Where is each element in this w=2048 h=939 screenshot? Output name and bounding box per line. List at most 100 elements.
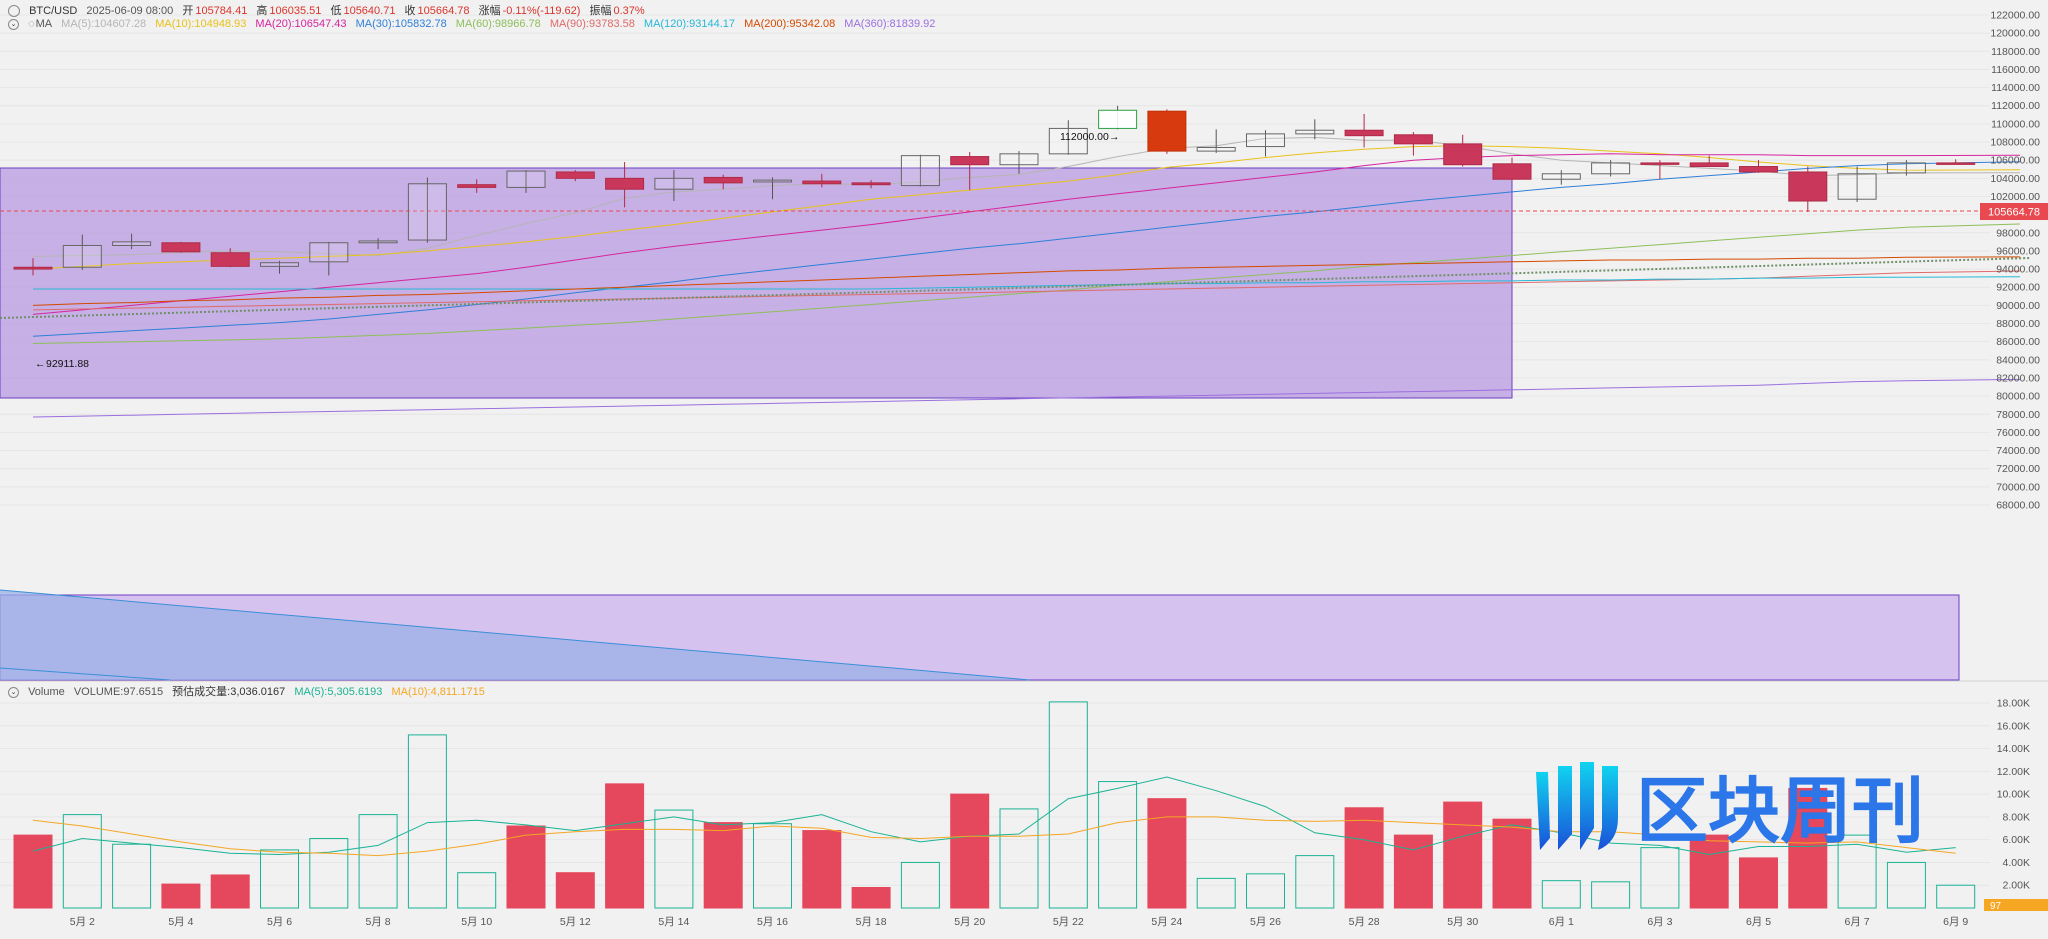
candle bbox=[1689, 155, 1729, 168]
candle bbox=[1147, 109, 1187, 154]
ma-line-ma120 bbox=[33, 276, 2021, 290]
candle-body bbox=[999, 153, 1039, 166]
close-label: 收 bbox=[404, 5, 416, 17]
candle-body bbox=[309, 242, 349, 263]
candle bbox=[900, 154, 940, 187]
high-annotation: 112000.00 bbox=[1060, 131, 1109, 143]
volume-bar bbox=[506, 825, 546, 909]
date-axis: 5月 2 5月 4 5月 6 5月 8 5月 10 5月 12 5月 14 5月 16 5月 1… bbox=[70, 916, 1969, 928]
date-tick-label: 5月 12 bbox=[560, 916, 591, 928]
volume-bar bbox=[802, 830, 842, 909]
volume-bar bbox=[161, 883, 201, 909]
ma-title: MA bbox=[35, 18, 53, 30]
high-annotation-arrow: → bbox=[1109, 131, 1120, 143]
price-tick-label: 108000.00 bbox=[1990, 137, 2040, 149]
candle bbox=[210, 248, 250, 268]
price-tick-label: 80000.00 bbox=[1996, 391, 2040, 403]
candle bbox=[851, 180, 891, 189]
date-tick-label: 5月 8 bbox=[366, 916, 391, 928]
chevron-down-icon[interactable]: ⌄ bbox=[8, 18, 19, 30]
price-tick-label: 72000.00 bbox=[1996, 463, 2040, 475]
collapse-icon[interactable] bbox=[8, 5, 20, 18]
candle-body bbox=[1246, 133, 1285, 148]
volume-tick-label: 2.00K bbox=[2003, 880, 2030, 892]
candle-body bbox=[1344, 129, 1384, 137]
candle bbox=[1443, 134, 1483, 167]
amp-value: 0.37% bbox=[613, 5, 645, 17]
candle bbox=[950, 152, 990, 191]
volume-bar bbox=[851, 887, 891, 909]
chevron-down-icon[interactable]: ⌄ bbox=[8, 686, 19, 698]
volume-badge-text: 97 bbox=[1990, 901, 2002, 912]
candle bbox=[654, 170, 694, 202]
price-tick-label: 122000.00 bbox=[1990, 10, 2040, 22]
volume-bar bbox=[13, 834, 53, 909]
candle-body bbox=[1689, 162, 1729, 168]
candle bbox=[1393, 132, 1433, 156]
watermark-text: 区块周刊 bbox=[1636, 769, 1924, 853]
candle bbox=[62, 234, 102, 270]
visibility-icon[interactable]: ◌ bbox=[28, 18, 35, 30]
candle bbox=[1344, 113, 1384, 148]
price-tick-label: 112000.00 bbox=[1991, 100, 2040, 112]
volume-bar bbox=[1098, 781, 1138, 909]
volume-bar bbox=[1492, 818, 1532, 909]
volume-grid bbox=[0, 702, 1990, 886]
volume-tick-label: 14.00K bbox=[1997, 743, 2030, 755]
candle bbox=[1098, 105, 1138, 130]
datetime-label: 2025-06-09 08:00 bbox=[86, 5, 174, 17]
volume-tick-label: 10.00K bbox=[1997, 789, 2030, 801]
price-tick-label: 104000.00 bbox=[1990, 173, 2040, 185]
ma-line-ma30 bbox=[32, 161, 2021, 337]
candle-body bbox=[358, 240, 398, 244]
low-label: 低 bbox=[330, 5, 342, 17]
candle bbox=[1541, 170, 1581, 185]
ma-line-ma5 bbox=[32, 136, 2021, 257]
open-label: 开 bbox=[182, 5, 194, 17]
date-tick-label: 6月 1 bbox=[1549, 916, 1574, 928]
volume-bar bbox=[358, 814, 398, 909]
volume-bar bbox=[1936, 884, 1976, 909]
change-label: 涨幅 bbox=[478, 5, 501, 17]
price-tick-label: 68000.00 bbox=[1996, 500, 2040, 512]
dotted-trend-line bbox=[0, 257, 2031, 319]
candle bbox=[506, 170, 546, 193]
candle-body bbox=[210, 252, 250, 267]
candle bbox=[1591, 160, 1631, 177]
price-tick-label: 84000.00 bbox=[1996, 354, 2040, 366]
candle bbox=[13, 258, 53, 276]
price-tick-label: 118000.00 bbox=[1991, 46, 2040, 58]
volume-bar bbox=[950, 793, 990, 909]
volume-bar bbox=[1788, 787, 1828, 909]
volume-bar bbox=[1344, 807, 1384, 909]
date-tick-label: 5月 24 bbox=[1151, 916, 1182, 928]
candle bbox=[999, 151, 1039, 174]
date-tick-label: 6月 9 bbox=[1943, 916, 1968, 928]
date-tick-label: 5月 6 bbox=[267, 916, 292, 928]
candles bbox=[13, 105, 1976, 276]
volume-bar bbox=[309, 838, 349, 909]
price-tick-label: 90000.00 bbox=[1996, 300, 2040, 312]
candle-body bbox=[1541, 173, 1581, 180]
volume-ma10: MA(10):4,811.1715 bbox=[391, 686, 485, 698]
candle-body bbox=[1739, 166, 1778, 173]
volume-bar bbox=[1640, 847, 1680, 909]
ma-line-ma200 bbox=[32, 256, 2021, 306]
candle-body bbox=[1492, 163, 1532, 180]
volume-bar bbox=[1541, 880, 1581, 909]
ma-legend-item: MA(60):98966.78 bbox=[455, 18, 541, 30]
low-annotation-arrow: ← bbox=[35, 358, 46, 370]
volume-tick-label: 12.00K bbox=[1997, 766, 2030, 778]
volume-tick-label: 18.00K bbox=[1997, 698, 2030, 710]
watermark-logo: 区块周刊 bbox=[1528, 758, 2028, 854]
volume-bar bbox=[1048, 701, 1088, 909]
volume-bar bbox=[210, 874, 250, 909]
date-tick-label: 5月 28 bbox=[1349, 916, 1380, 928]
date-tick-label: 5月 20 bbox=[954, 916, 985, 928]
candle bbox=[457, 179, 497, 193]
candle bbox=[1246, 130, 1285, 157]
volume-bar bbox=[654, 809, 694, 909]
price-tick-label: 82000.00 bbox=[1996, 372, 2040, 384]
trend-line-lower bbox=[0, 667, 171, 681]
